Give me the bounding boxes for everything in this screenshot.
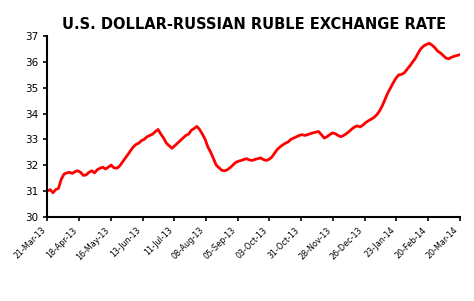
- Title: U.S. DOLLAR-RUSSIAN RUBLE EXCHANGE RATE: U.S. DOLLAR-RUSSIAN RUBLE EXCHANGE RATE: [62, 17, 446, 32]
